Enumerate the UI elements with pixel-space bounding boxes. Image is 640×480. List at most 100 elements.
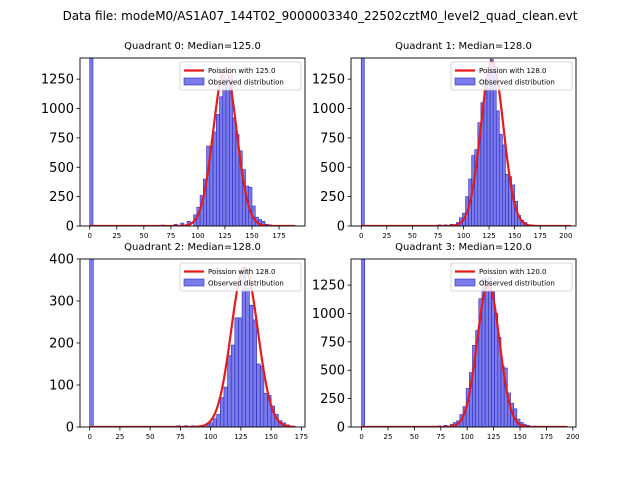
histogram-bar: [263, 393, 268, 427]
legend: Poission with 120.0 Observed distribution: [450, 262, 573, 292]
x-tick-label: 175: [272, 232, 285, 240]
y-tick-label: 1250: [312, 279, 345, 294]
histogram-bar: [216, 414, 221, 427]
chart-title: Quadrant 2: Median=128.0: [124, 242, 261, 253]
histogram-bar: [245, 288, 250, 427]
y-tick-label: 750: [320, 335, 345, 350]
histogram-bar: [220, 397, 225, 427]
x-tick-label: 100: [204, 433, 217, 441]
histogram-bar: [252, 319, 257, 427]
y-tick-label: 750: [320, 131, 345, 146]
chart-panel-2: Quadrant 2: Median=128.0 0 25 50 75 100 125 150…: [49, 242, 308, 441]
legend-box: [179, 262, 302, 292]
legend-fit-label: Poission with 128.0: [479, 67, 547, 75]
legend-hist-label: Observed distribution: [208, 280, 284, 288]
histogram-bar: [225, 78, 230, 226]
x-tick-label: 0: [359, 232, 363, 240]
plot-area: [89, 58, 296, 226]
y-tick-label: 1000: [41, 102, 74, 117]
legend-hist-swatch: [454, 77, 476, 86]
chart-title: Quadrant 0: Median=125.0: [124, 41, 261, 52]
x-tick-label: 175: [295, 433, 308, 441]
y-tick-label: 500: [320, 161, 345, 176]
plot-area: [361, 259, 568, 427]
legend-fit-label: Poission with 120.0: [479, 268, 547, 276]
x-tick-label: 175: [534, 232, 547, 240]
histogram-bar: [222, 75, 227, 226]
histogram-bar: [259, 365, 265, 427]
y-tick-label: 1250: [41, 73, 74, 88]
x-tick-label: 150: [264, 433, 277, 441]
histogram-bar: [212, 418, 217, 427]
x-tick-label: 25: [115, 433, 124, 441]
x-tick-label: 75: [433, 232, 442, 240]
chart-panel-1: Quadrant 1: Median=128.0 0 25 50 75 100 125 150…: [312, 41, 577, 240]
legend: Poission with 125.0 Observed distribution: [179, 61, 302, 91]
y-tick-label: 400: [49, 253, 74, 268]
y-tick-label: 1000: [312, 307, 345, 322]
axes-frame: [350, 258, 577, 428]
x-tick-label: 150: [245, 232, 258, 240]
chart-title: Quadrant 1: Median=128.0: [395, 41, 532, 52]
histogram-bar: [212, 131, 217, 226]
histogram-bar: [486, 69, 491, 226]
legend-fit-label: Poission with 125.0: [208, 67, 276, 75]
histogram-bar: [223, 386, 228, 427]
x-tick-label: 100: [191, 232, 204, 240]
axes-frame: [79, 57, 306, 227]
y-tick-label: 0: [66, 220, 74, 235]
figure-title: Data file: modeM0/AS1A07_144T02_90000033…: [63, 9, 578, 23]
histogram-bar: [215, 114, 220, 226]
y-tick-label: 250: [320, 392, 345, 407]
legend: Poission with 128.0 Observed distribution: [179, 262, 302, 292]
y-tick-label: 500: [320, 364, 345, 379]
y-tick-label: 1000: [312, 102, 345, 117]
histogram-bar: [249, 304, 254, 427]
histogram-bar: [209, 422, 214, 427]
x-tick-label: 25: [382, 232, 391, 240]
histogram-bar: [232, 117, 237, 226]
histogram-bar: [89, 259, 94, 427]
legend-box: [450, 61, 573, 91]
x-tick-label: 25: [112, 232, 121, 240]
histogram-bar: [234, 317, 239, 427]
x-tick-label: 0: [87, 433, 91, 441]
poisson-fit-line: [89, 67, 296, 226]
x-tick-label: 25: [384, 433, 393, 441]
histogram-bar: [261, 221, 266, 226]
x-tick-label: 75: [176, 433, 185, 441]
legend-hist-swatch: [183, 77, 205, 86]
legend-fit-label: Poission with 128.0: [208, 268, 276, 276]
legend-hist-swatch: [454, 278, 476, 287]
x-tick-label: 0: [88, 232, 92, 240]
legend-hist-label: Observed distribution: [479, 79, 555, 87]
y-tick-label: 0: [337, 220, 345, 235]
histogram-bar: [488, 276, 492, 427]
histogram-bar: [361, 259, 366, 427]
histogram-bar: [505, 174, 509, 226]
histogram-bar: [180, 222, 185, 226]
panels: Quadrant 0: Median=125.0 0 25 50 75 100 125 150…: [41, 41, 580, 441]
x-tick-label: 125: [482, 232, 495, 240]
legend-box: [450, 262, 573, 292]
y-tick-label: 500: [49, 161, 74, 176]
legend-box: [179, 61, 302, 91]
histogram-bar: [230, 344, 236, 427]
histogram-bar: [89, 58, 94, 226]
x-tick-label: 50: [408, 232, 417, 240]
x-tick-label: 125: [218, 232, 231, 240]
x-tick-label: 75: [436, 433, 445, 441]
legend-hist-label: Observed distribution: [208, 79, 284, 87]
legend-hist-label: Observed distribution: [479, 280, 555, 288]
chart-panel-0: Quadrant 0: Median=125.0 0 25 50 75 100 125 150…: [41, 41, 306, 240]
x-tick-label: 125: [487, 433, 500, 441]
x-tick-label: 125: [234, 433, 247, 441]
x-tick-label: 100: [461, 433, 474, 441]
x-tick-label: 50: [410, 433, 419, 441]
chart-title: Quadrant 3: Median=120.0: [395, 242, 532, 253]
histogram-bar: [360, 58, 365, 226]
y-tick-label: 200: [49, 337, 74, 352]
chart-panel-3: Quadrant 3: Median=120.0 0 25 50 75 100 125 150…: [312, 242, 580, 441]
poisson-fit-line: [361, 282, 568, 427]
